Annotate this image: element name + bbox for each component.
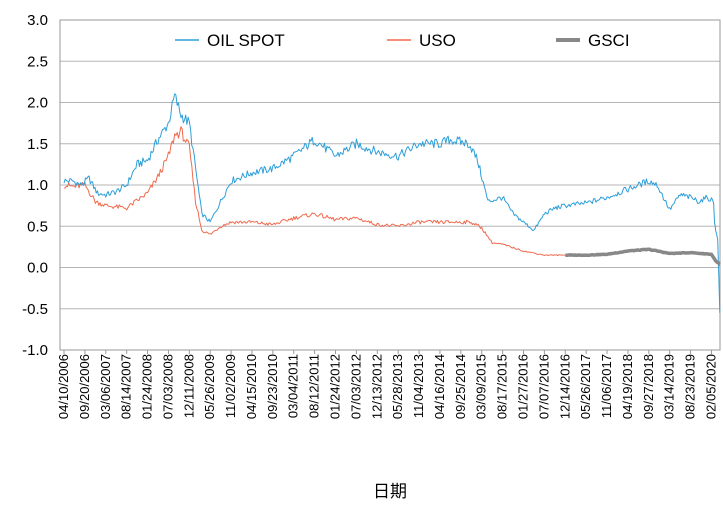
x-tick-label: 08/23/2019 xyxy=(683,354,698,419)
x-tick-label: 09/25/2014 xyxy=(453,354,468,419)
x-tick-label: 04/10/2006 xyxy=(56,354,71,419)
x-tick-label: 07/03/2008 xyxy=(160,354,175,419)
x-tick-label: 09/20/2006 xyxy=(77,354,92,419)
x-tick-label: 01/24/2012 xyxy=(328,354,343,419)
plot-area-frame xyxy=(59,19,721,351)
legend-label: USO xyxy=(419,31,456,50)
x-tick-label: 08/17/2015 xyxy=(495,354,510,419)
x-tick-label: 05/26/2009 xyxy=(202,354,217,419)
x-tick-label: 02/05/2020 xyxy=(703,354,718,419)
x-tick-label: 11/04/2013 xyxy=(411,354,426,418)
x-tick-label: 07/03/2012 xyxy=(348,354,363,419)
x-tick-label: 03/14/2019 xyxy=(662,354,677,419)
x-axis-ticks: 04/10/2006 09/20/2006 03/06/2007 08/14/2007… xyxy=(56,350,718,419)
series-line-oil-spot xyxy=(63,93,721,313)
x-tick-label: 04/19/2018 xyxy=(620,354,635,419)
x-tick-label: 08/12/2011 xyxy=(307,354,322,418)
gridlines xyxy=(60,19,720,351)
x-tick-label: 11/02/2009 xyxy=(223,354,238,418)
x-tick-label: 04/16/2014 xyxy=(432,354,447,419)
x-tick-label: 04/15/2010 xyxy=(244,354,259,419)
x-axis-title: 日期 xyxy=(373,482,407,501)
legend: OIL SPOT USO GSCI xyxy=(175,31,630,50)
x-tick-label: 08/14/2007 xyxy=(119,354,134,419)
y-tick-label: 2.5 xyxy=(27,53,48,70)
series-line-uso xyxy=(63,126,721,267)
y-tick-label: 2.0 xyxy=(27,95,48,112)
y-tick-label: 3.0 xyxy=(27,12,48,29)
x-tick-label: 03/09/2015 xyxy=(474,354,489,419)
x-tick-label: 03/04/2011 xyxy=(286,354,301,418)
y-tick-label: -0.5 xyxy=(22,301,48,318)
y-tick-label: 1.0 xyxy=(27,177,48,194)
y-tick-label: -1.0 xyxy=(22,342,48,359)
series-layer xyxy=(63,93,721,313)
x-tick-label: 11/06/2017 xyxy=(599,354,614,418)
x-tick-label: 12/11/2008 xyxy=(181,354,196,418)
x-tick-label: 05/26/2017 xyxy=(578,354,593,419)
y-tick-label: 0.5 xyxy=(27,218,48,235)
x-tick-label: 09/27/2018 xyxy=(641,354,656,419)
x-tick-label: 01/27/2016 xyxy=(515,354,530,419)
x-tick-label: 07/07/2016 xyxy=(536,354,551,419)
legend-label: GSCI xyxy=(588,31,630,50)
legend-label: OIL SPOT xyxy=(207,31,285,50)
y-tick-label: 0.0 xyxy=(27,260,48,277)
x-tick-label: 01/24/2008 xyxy=(140,354,155,419)
x-tick-label: 03/06/2007 xyxy=(98,354,113,419)
x-tick-label: 12/14/2016 xyxy=(557,354,572,419)
x-tick-label: 12/13/2012 xyxy=(369,354,384,419)
y-tick-label: 1.5 xyxy=(27,136,48,153)
y-axis-ticks: 3.0 2.5 2.0 1.5 1.0 0.5 0.0 -0.5 -1.0 xyxy=(22,12,48,359)
x-tick-label: 09/23/2010 xyxy=(265,354,280,419)
x-tick-label: 05/28/2013 xyxy=(390,354,405,419)
series-line-gsci xyxy=(564,247,721,266)
